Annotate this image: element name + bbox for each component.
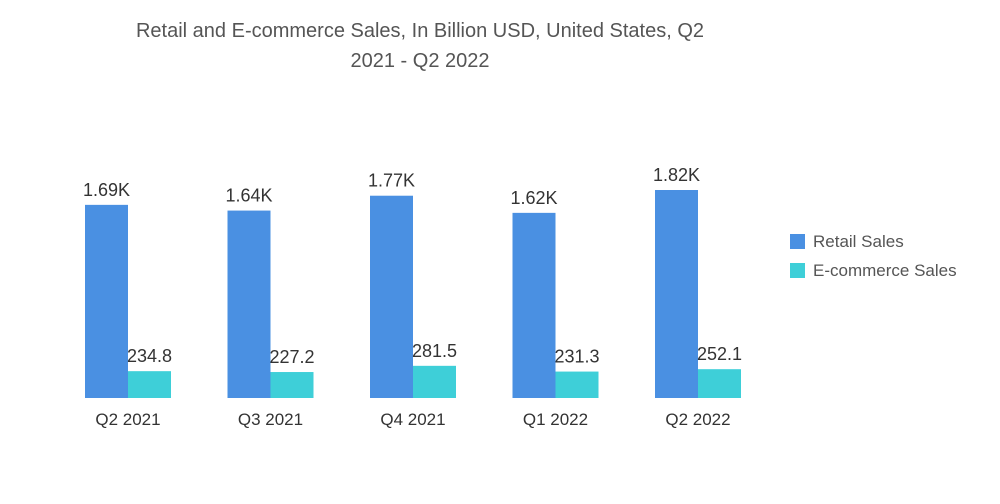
bars-layer <box>85 190 741 398</box>
bar-retail-sales-2 <box>227 210 271 398</box>
data-label-retail-sales-2: 1.64K <box>225 186 272 206</box>
bar-retail-sales-1 <box>85 204 128 398</box>
bar-e-commerce-sales-5 <box>698 369 741 398</box>
x-tick-label-4: Q1 2022 <box>523 410 588 429</box>
chart-title-line-1: Retail and E-commerce Sales, In Billion … <box>135 20 705 42</box>
legend-swatch-retail-sales <box>790 234 805 249</box>
data-label-retail-sales-3: 1.77K <box>368 171 415 191</box>
legend-swatch-e-commerce-sales <box>790 263 805 278</box>
bar-e-commerce-sales-2 <box>270 372 314 398</box>
chart-title-line-2: 2021 - Q2 2022 <box>350 50 490 72</box>
x-tick-label-2: Q3 2021 <box>238 410 303 429</box>
bar-retail-sales-3 <box>370 195 413 398</box>
data-label-e-commerce-sales-4: 231.3 <box>554 347 599 367</box>
data-label-e-commerce-sales-3: 281.5 <box>412 341 457 361</box>
x-tick-label-3: Q4 2021 <box>380 410 445 429</box>
x-axis-ticks: Q2 2021 Q3 2021 Q4 2021 Q1 2022 Q2 2022 <box>95 410 730 429</box>
bar-retail-sales-5 <box>655 190 698 398</box>
data-label-e-commerce-sales-2: 227.2 <box>269 347 314 367</box>
legend-label-retail-sales: Retail Sales <box>813 232 904 251</box>
data-label-e-commerce-sales-5: 252.1 <box>697 344 742 364</box>
labels-layer: 1.69K 234.8 1.64K 227.2 1.77K 281.5 1.62K 231.3… <box>83 165 742 367</box>
bar-retail-sales-4 <box>512 212 556 398</box>
legend-label-e-commerce-sales: E-commerce Sales <box>813 261 957 280</box>
legend: Retail Sales E-commerce Sales <box>790 232 957 280</box>
x-tick-label-1: Q2 2021 <box>95 410 160 429</box>
bar-e-commerce-sales-4 <box>555 371 599 398</box>
data-label-retail-sales-1: 1.69K <box>83 180 130 200</box>
x-tick-label-5: Q2 2022 <box>665 410 730 429</box>
data-label-e-commerce-sales-1: 234.8 <box>127 346 172 366</box>
bar-e-commerce-sales-1 <box>128 371 171 398</box>
data-label-retail-sales-4: 1.62K <box>510 188 557 208</box>
data-label-retail-sales-5: 1.82K <box>653 165 700 185</box>
chart-title: Retail and E-commerce Sales, In Billion … <box>40 16 800 76</box>
bar-e-commerce-sales-3 <box>413 365 456 398</box>
